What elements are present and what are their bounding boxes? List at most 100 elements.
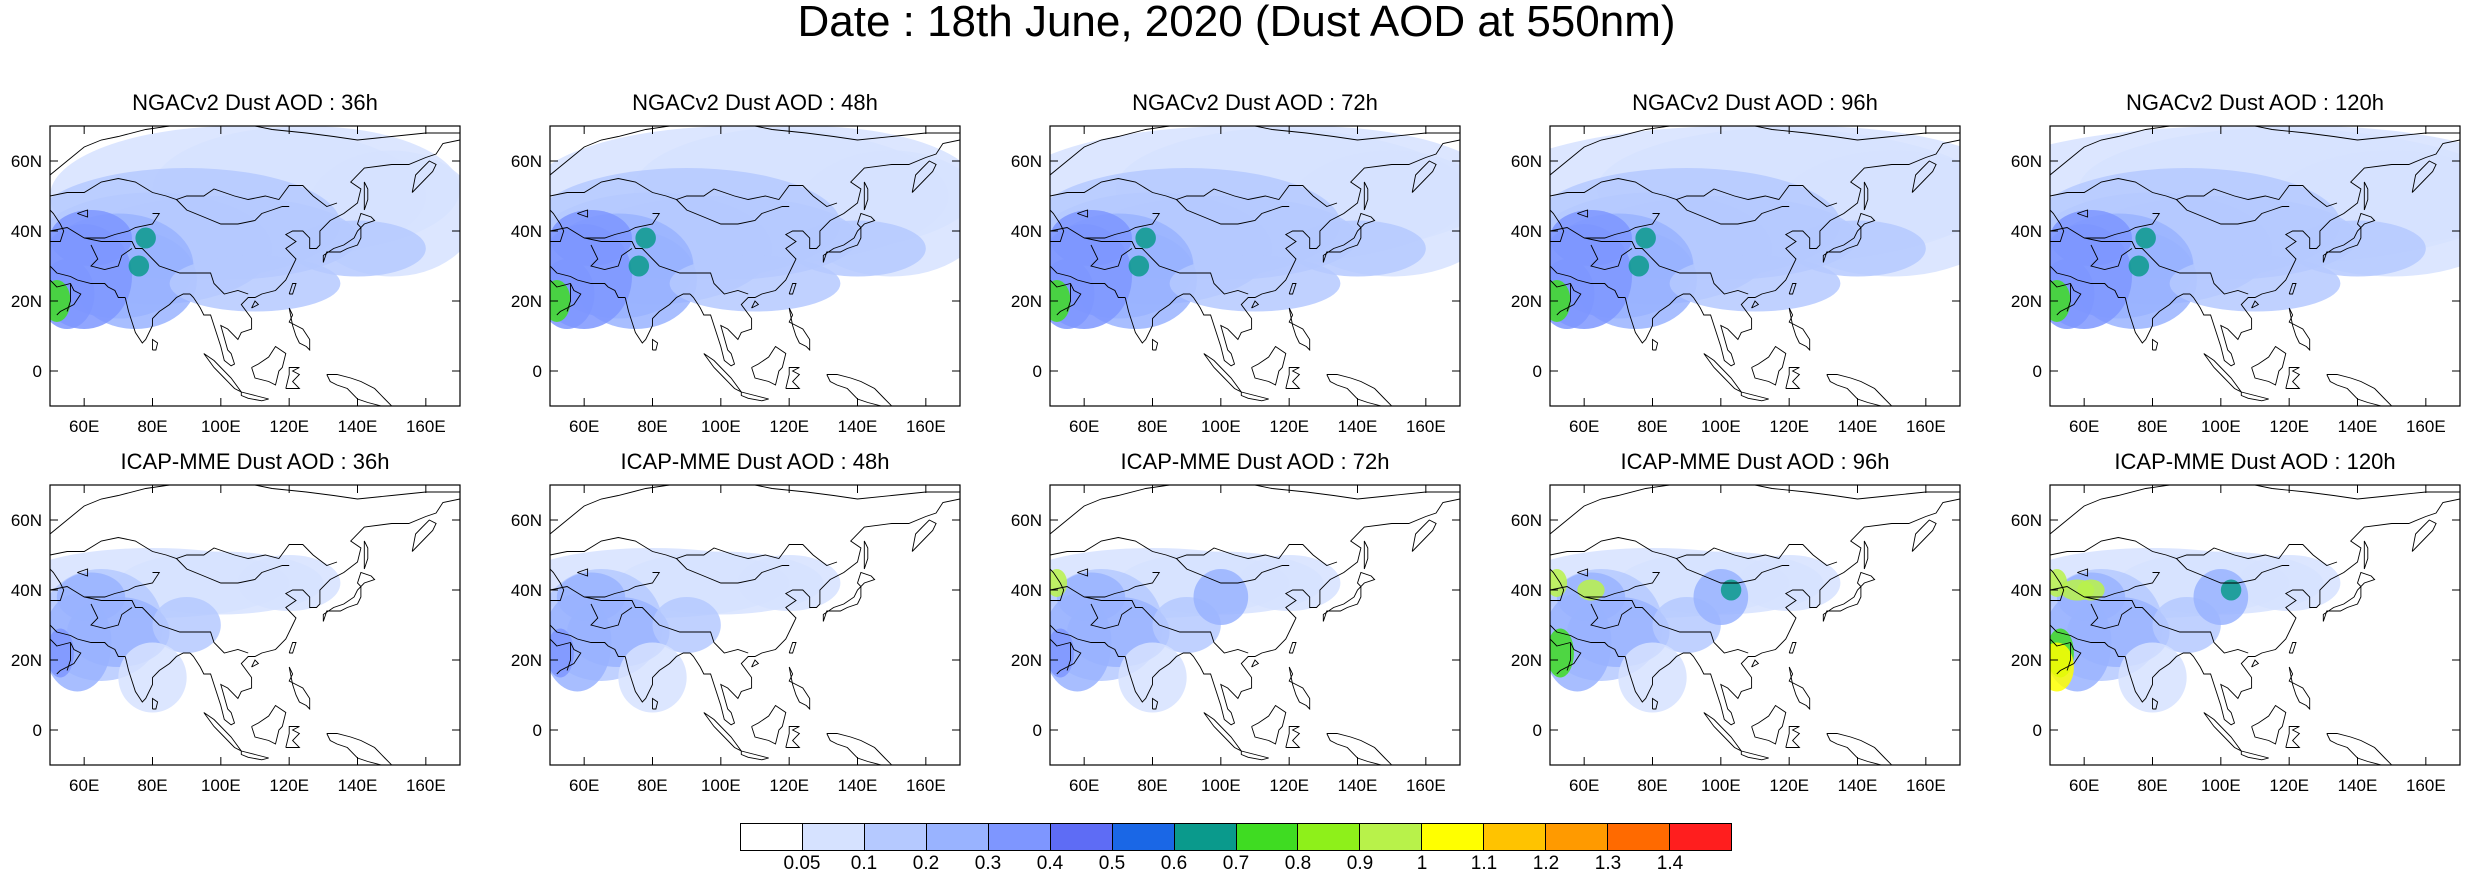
figure-title: Date : 18th June, 2020 (Dust AOD at 550n… [797, 0, 1676, 46]
coastline [676, 558, 790, 584]
lon-tick-label: 80E [1637, 417, 1667, 436]
lat-tick-label: 0 [2033, 362, 2042, 381]
lat-tick-label: 0 [1533, 362, 1542, 381]
coastline [751, 704, 787, 745]
coastline [1251, 659, 1260, 668]
lat-tick-label: 40N [1511, 581, 1542, 600]
dust-aod-shading [1169, 255, 1341, 312]
panel-title: NGACv2 Dust AOD : 48h [632, 90, 878, 115]
panel-title: ICAP-MME Dust AOD : 120h [2114, 449, 2396, 474]
coastline [1411, 160, 1437, 193]
coastline [1788, 307, 1811, 352]
colorbar-tick-label: 1.1 [1470, 853, 1498, 874]
dust-aod-shading [652, 597, 721, 653]
coastline [176, 199, 290, 225]
panel-title: NGACv2 Dust AOD : 72h [1132, 90, 1378, 115]
coastline [2288, 307, 2311, 352]
coastline [1254, 126, 1460, 141]
lon-tick-label: 120E [769, 417, 809, 436]
lon-tick-label: 60E [1569, 417, 1599, 436]
coastline [1751, 345, 1787, 386]
dust-aod-shading [669, 255, 841, 312]
colorbar-tick-label: 0.1 [850, 853, 878, 874]
aod-map: 60N 40N 20N 0 60E 80E 100E 120E 140E 160E [1511, 484, 1961, 795]
coastline [751, 345, 787, 386]
lon-tick-label: 80E [1137, 776, 1167, 795]
coastline [2077, 209, 2089, 218]
coastline [1124, 293, 1191, 344]
lon-tick-label: 140E [338, 417, 378, 436]
coastline [1152, 697, 1159, 710]
coastline [689, 139, 960, 367]
lon-tick-label: 160E [406, 776, 446, 795]
coastline [2152, 697, 2159, 710]
lon-tick-label: 80E [1637, 776, 1667, 795]
dust-aod-shading [1193, 569, 1249, 625]
lon-tick-label: 120E [769, 776, 809, 795]
lat-tick-label: 40N [2011, 581, 2042, 600]
colorbar-swatch [1670, 824, 1731, 850]
coastline [826, 733, 893, 765]
lat-tick-label: 20N [1511, 292, 1542, 311]
lat-tick-label: 40N [511, 222, 542, 241]
coastline [2050, 568, 2065, 601]
map-panel: ICAP-MME Dust AOD : 72h 60N 40N 20N 0 60E 80E 1… [1005, 449, 1461, 795]
map-panel: NGACv2 Dust AOD : 120h 60N 40N 20N 0 60E 80E 10… [2005, 90, 2461, 436]
coastline [50, 625, 82, 675]
aod-map: 60N 40N 20N 0 60E 80E 100E 120E 140E 160E [1011, 125, 1461, 436]
colorbar-swatch [1608, 824, 1671, 850]
coastline [1050, 485, 1170, 535]
coastline [189, 498, 460, 726]
dust-aod-shading [2193, 569, 2249, 625]
map-frame [549, 484, 961, 766]
coastline [822, 571, 876, 622]
coastline [740, 750, 769, 761]
colorbar-tick-label: 1.4 [1656, 853, 1684, 874]
coastline [1189, 498, 1460, 726]
coastline [2363, 540, 2369, 570]
colorbar-swatch [741, 824, 803, 850]
coastline [2084, 572, 2161, 598]
coastline [77, 209, 89, 218]
lon-tick-label: 160E [1406, 417, 1446, 436]
coastline [911, 160, 937, 193]
coastline [785, 726, 801, 748]
coastline [2251, 300, 2260, 309]
coastline [50, 568, 65, 601]
colorbar-swatch [1174, 824, 1237, 850]
map-frame [49, 484, 461, 766]
aod-map: 60N 40N 20N 0 60E 80E 100E 120E 140E 160E [511, 484, 961, 795]
coastline [1550, 209, 1565, 242]
coastline [77, 568, 89, 577]
coastline [1550, 568, 1565, 601]
panel-title: NGACv2 Dust AOD : 120h [2126, 90, 2384, 115]
coastline [326, 374, 393, 406]
lat-tick-label: 20N [11, 292, 42, 311]
coastline [1326, 733, 1393, 765]
map-panel: ICAP-MME Dust AOD : 48h 60N 40N 20N 0 60E 80E 1… [505, 449, 961, 795]
map-frame [49, 125, 461, 407]
coastline [1077, 568, 1089, 577]
coastline [1240, 391, 1269, 402]
map-frame [549, 125, 961, 407]
coastline [240, 750, 269, 761]
coastline [288, 307, 311, 352]
coastline [785, 367, 801, 389]
coastline [1751, 704, 1787, 745]
coastline [1084, 213, 1161, 239]
colorbar-swatch [926, 824, 989, 850]
lat-tick-label: 60N [11, 511, 42, 530]
colorbar-swatch [1236, 824, 1299, 850]
colorbar-swatch [802, 824, 865, 850]
coastline [1550, 227, 1749, 295]
lat-tick-label: 0 [533, 721, 542, 740]
coastline [1652, 697, 1659, 710]
coastline [1911, 519, 1937, 552]
coastline [590, 244, 633, 270]
coastline [1550, 586, 1749, 654]
coastline [2363, 181, 2369, 211]
lon-tick-label: 60E [69, 776, 99, 795]
lon-tick-label: 140E [2338, 417, 2378, 436]
coastline [2050, 537, 2338, 567]
coastline [1550, 178, 1838, 208]
